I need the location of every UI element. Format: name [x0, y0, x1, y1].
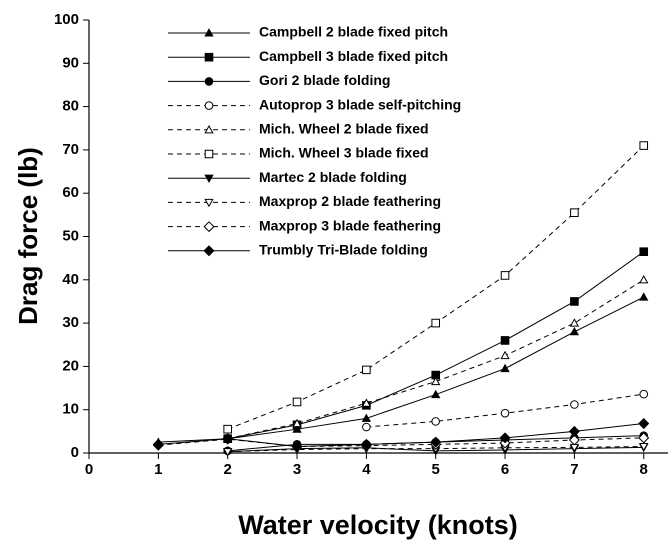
marker: [431, 370, 441, 380]
marker: [291, 440, 303, 453]
marker: [639, 442, 649, 452]
marker: [639, 389, 649, 399]
marker: [570, 208, 579, 217]
marker: [223, 424, 232, 434]
marker: [500, 336, 510, 345]
marker: [639, 274, 649, 284]
legend-label: Campbell 2 blade fixed pitch: [259, 24, 448, 40]
y-tick-label: 20: [62, 357, 79, 374]
legend-label: Maxprop 2 blade feathering: [259, 193, 441, 209]
x-tick-label: 0: [85, 461, 93, 478]
legend-marker: [204, 174, 214, 184]
legend-marker: [203, 221, 215, 233]
y-tick-label: 50: [62, 227, 79, 244]
legend-label: Mich. Wheel 2 blade fixed: [259, 121, 429, 137]
y-tick-label: 100: [54, 11, 79, 28]
y-axis-label: Drag force (lb): [13, 147, 43, 325]
legend-marker: [203, 245, 215, 257]
y-tick-label: 80: [62, 98, 79, 115]
x-axis-label: Water velocity (knots): [238, 510, 518, 540]
y-tick-label: 30: [62, 314, 79, 331]
marker: [638, 418, 650, 430]
marker: [570, 400, 579, 409]
y-tick-label: 10: [62, 401, 79, 418]
x-tick-label: 8: [640, 461, 648, 478]
marker: [431, 376, 441, 386]
y-tick-label: 90: [62, 54, 79, 71]
marker: [639, 247, 649, 256]
marker: [292, 397, 302, 407]
marker: [431, 318, 441, 328]
marker: [431, 389, 441, 399]
legend-label: Gori 2 blade folding: [259, 72, 390, 88]
marker: [568, 425, 580, 437]
x-tick-label: 6: [501, 461, 509, 478]
legend-label: Campbell 3 blade fixed pitch: [259, 48, 448, 64]
legend-label: Maxprop 3 blade feathering: [259, 217, 441, 233]
marker: [500, 408, 510, 418]
marker: [568, 434, 580, 446]
legend-label: Martec 2 blade folding: [259, 169, 407, 185]
x-tick-label: 4: [362, 461, 371, 478]
series-line: [158, 423, 644, 448]
marker: [569, 326, 580, 336]
marker: [362, 365, 371, 375]
marker: [362, 422, 371, 432]
marker: [431, 417, 441, 426]
marker: [570, 297, 579, 306]
legend-label: Autoprop 3 blade self-pitching: [259, 96, 461, 112]
x-tick-label: 7: [570, 461, 578, 478]
marker: [639, 141, 649, 150]
x-tick-label: 3: [293, 461, 301, 478]
x-tick-label: 5: [432, 461, 440, 478]
legend-marker: [204, 52, 214, 62]
legend-marker: [204, 198, 214, 208]
marker: [499, 432, 511, 444]
x-tick-label: 2: [224, 461, 232, 478]
marker: [292, 418, 302, 428]
series-line: [227, 279, 644, 440]
marker: [638, 432, 650, 444]
marker: [639, 292, 649, 301]
marker: [223, 448, 233, 457]
y-tick-label: 40: [62, 271, 79, 288]
series-line: [158, 296, 644, 443]
marker: [361, 413, 372, 422]
legend-marker: [204, 28, 214, 37]
marker: [569, 318, 580, 327]
marker: [500, 363, 510, 373]
legend-marker: [204, 149, 214, 159]
marker: [360, 438, 372, 450]
x-tick-label: 1: [154, 461, 162, 478]
marker: [222, 433, 234, 445]
marker: [500, 271, 510, 280]
y-tick-label: 70: [62, 141, 79, 158]
legend-marker: [204, 77, 214, 86]
marker: [500, 350, 510, 360]
legend-label: Mich. Wheel 3 blade fixed: [259, 145, 429, 161]
marker: [152, 438, 164, 450]
marker: [430, 436, 442, 448]
legend-label: Trumbly Tri-Blade folding: [259, 242, 428, 258]
y-tick-label: 0: [71, 444, 79, 461]
series-line: [227, 251, 645, 440]
legend-marker: [204, 101, 214, 110]
y-tick-label: 60: [62, 184, 79, 201]
series-line: [227, 145, 645, 430]
legend-marker: [204, 124, 214, 134]
marker: [361, 398, 372, 407]
